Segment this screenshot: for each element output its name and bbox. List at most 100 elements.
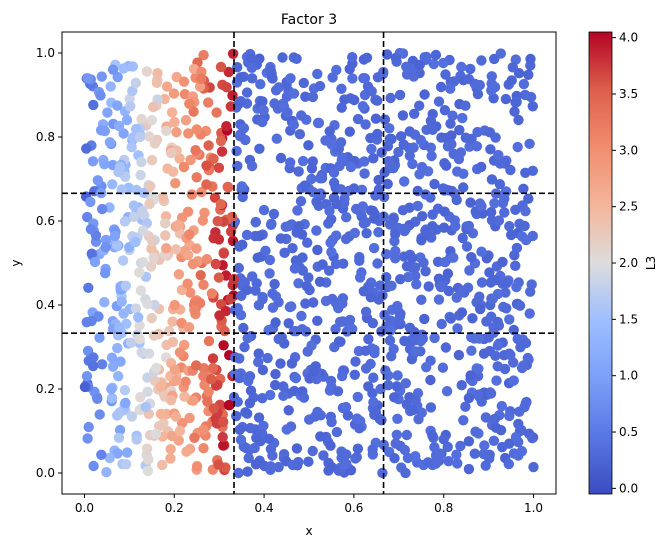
scatter-point	[140, 401, 151, 413]
scatter-point	[157, 459, 168, 471]
scatter-point	[234, 130, 246, 142]
scatter-point	[277, 52, 288, 63]
scatter-point	[293, 166, 304, 177]
scatter-point	[147, 236, 158, 247]
scatter-point	[167, 316, 178, 327]
scatter-point	[428, 58, 439, 70]
scatter-point	[92, 393, 103, 404]
scatter-point	[148, 330, 160, 341]
scatter-point	[306, 340, 317, 351]
scatter-point	[469, 448, 480, 459]
colorbar-tick-label: 1.5	[619, 312, 638, 326]
scatter-point	[168, 166, 179, 177]
scatter-point	[195, 270, 206, 281]
scatter-point	[324, 205, 335, 217]
scatter-point	[417, 211, 428, 222]
scatter-point	[185, 154, 196, 166]
scatter-point	[483, 332, 494, 343]
scatter-point	[457, 232, 468, 244]
scatter-point	[161, 81, 173, 92]
scatter-point	[82, 211, 93, 223]
scatter-point	[347, 52, 358, 63]
scatter-point	[336, 102, 347, 113]
scatter-point	[419, 89, 430, 100]
scatter-point	[134, 267, 145, 278]
scatter-point	[347, 73, 358, 84]
scatter-point	[384, 123, 395, 134]
scatter-point	[421, 51, 432, 63]
scatter-point	[128, 200, 140, 211]
scatter-point	[365, 292, 376, 303]
scatter-point	[227, 48, 239, 59]
scatter-point	[233, 99, 244, 110]
scatter-point	[320, 135, 331, 146]
scatter-point	[344, 126, 355, 137]
scatter-point	[83, 421, 94, 433]
scatter-point	[300, 298, 311, 309]
scatter-point	[190, 145, 201, 156]
scatter-point	[360, 345, 371, 356]
scatter-point	[359, 168, 370, 179]
scatter-point	[509, 250, 520, 261]
scatter-point	[433, 96, 445, 107]
scatter-point	[119, 216, 131, 227]
scatter-point	[503, 458, 514, 470]
scatter-point	[486, 71, 497, 82]
scatter-point	[335, 184, 347, 195]
scatter-point	[134, 333, 145, 345]
scatter-point	[265, 389, 276, 401]
scatter-point	[198, 49, 209, 61]
scatter-point	[275, 358, 286, 369]
colorbar	[588, 31, 613, 495]
scatter-point	[336, 370, 348, 382]
scatter-point	[169, 116, 180, 128]
scatter-point	[187, 258, 199, 270]
scatter-point	[486, 311, 497, 322]
scatter-point	[352, 113, 364, 125]
scatter-point	[246, 160, 258, 172]
scatter-point	[473, 389, 484, 400]
scatter-point	[260, 245, 271, 256]
scatter-point	[194, 81, 206, 92]
scatter-point	[157, 192, 169, 203]
scatter-point	[182, 278, 193, 289]
scatter-point	[82, 433, 93, 444]
y-tick-label: 1.0	[36, 46, 55, 60]
scatter-point	[524, 138, 535, 149]
scatter-point	[134, 131, 146, 143]
x-tick-label: 1.0	[524, 501, 543, 515]
colorbar-ticks: 0.0 0.5 1.0 1.5 2.0 2.5 3.0 3.5 4.0	[612, 31, 638, 495]
scatter-point	[508, 375, 519, 386]
scatter-point	[412, 185, 423, 197]
scatter-point	[361, 228, 372, 239]
scatter-point	[308, 366, 320, 377]
scatter-point	[113, 432, 125, 443]
scatter-point	[433, 294, 445, 305]
scatter-point	[257, 96, 268, 107]
scatter-point	[454, 124, 465, 136]
scatter-point	[440, 69, 451, 80]
scatter-point	[232, 303, 243, 314]
scatter-point	[357, 201, 368, 212]
scatter-point	[373, 227, 384, 238]
scatter-point	[325, 237, 336, 248]
scatter-point	[233, 262, 244, 274]
scatter-point	[396, 462, 407, 473]
scatter-point	[486, 174, 498, 185]
scatter-point	[300, 326, 312, 337]
scatter-point	[352, 391, 363, 403]
scatter-point	[271, 133, 282, 144]
x-axis: 0.0 0.2 0.4 0.6 0.8 1.0	[75, 494, 543, 515]
scatter-point	[402, 452, 414, 464]
scatter-point	[264, 254, 276, 266]
scatter-point	[214, 310, 225, 321]
scatter-point	[457, 285, 469, 296]
scatter-point	[311, 225, 322, 236]
scatter-point	[334, 160, 345, 172]
scatter-point	[88, 460, 99, 472]
scatter-point	[314, 80, 326, 92]
scatter-point	[292, 205, 303, 216]
scatter-point	[114, 407, 125, 418]
scatter-point	[146, 115, 158, 126]
scatter-point	[520, 206, 531, 217]
